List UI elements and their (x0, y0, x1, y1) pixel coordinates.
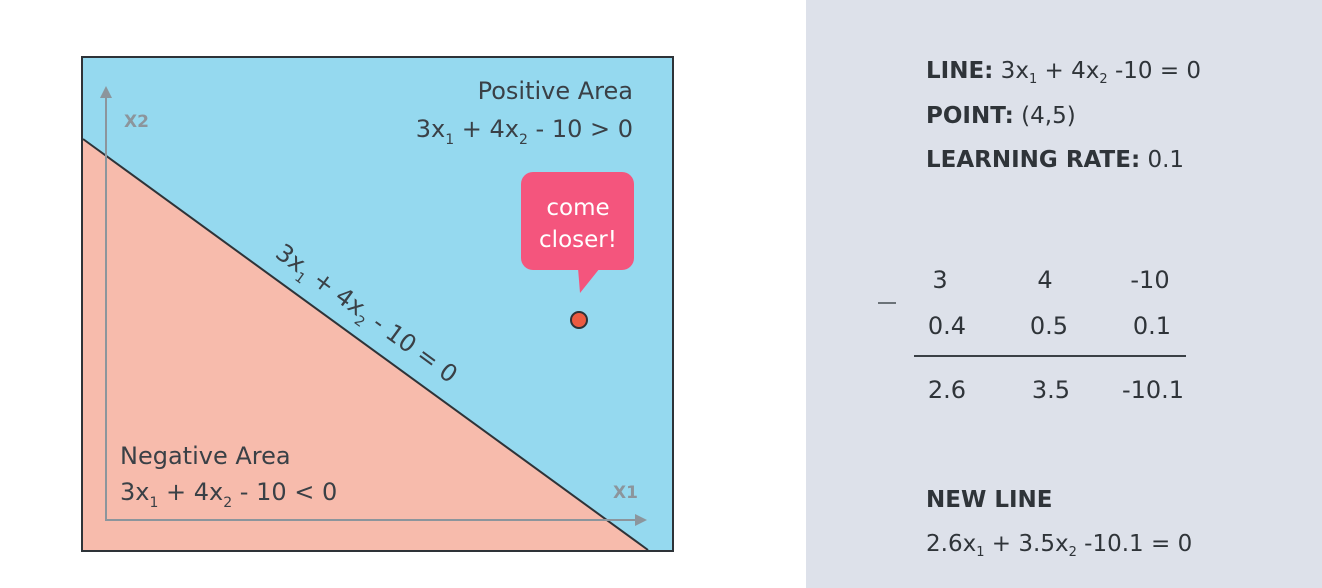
update-cell: 0.4 (927, 312, 967, 340)
speech-bubble-line2: closer! (539, 227, 617, 253)
x2-axis-arrow (100, 86, 112, 98)
update-cell: 0.1 (1132, 312, 1172, 340)
subtraction-rule (914, 355, 1186, 357)
update-cell: 0.5 (1029, 312, 1069, 340)
line-equation: LINE: 3x1 + 4x2 -10 = 0 (926, 58, 1202, 87)
speech-bubble: come closer! (521, 172, 634, 293)
new-line-label: NEW LINE (926, 487, 1053, 513)
weight-cell: -10 (1130, 266, 1170, 294)
boundary-line (82, 138, 649, 551)
x1-axis-arrow (635, 514, 647, 526)
result-cell: -10.1 (1121, 376, 1185, 404)
result-cell: 3.5 (1031, 376, 1071, 404)
result-cell: 2.6 (927, 376, 967, 404)
point-info: POINT: (4,5) (926, 103, 1076, 129)
negative-area-title: Negative Area (120, 442, 291, 470)
point-value: (4,5) (1013, 103, 1076, 129)
side-panel: LINE: 3x1 + 4x2 -10 = 0 POINT: (4,5) LEA… (806, 0, 1322, 588)
line-label: LINE: (926, 58, 994, 84)
x1-axis-label: X1 (613, 483, 638, 503)
negative-area-inequality: 3x1 + 4x2 - 10 < 0 (120, 478, 337, 511)
minus-sign (878, 302, 896, 304)
point-label: POINT: (926, 103, 1014, 129)
learning-rate-info: LEARNING RATE: 0.1 (926, 147, 1184, 173)
learning-rate-label: LEARNING RATE: (926, 147, 1141, 173)
diagram-frame (81, 56, 674, 552)
weight-cell: 4 (1037, 266, 1053, 294)
data-point (570, 311, 588, 329)
positive-area-inequality: 3x1 + 4x2 - 10 > 0 (416, 115, 633, 148)
positive-area-title: Positive Area (478, 77, 633, 105)
speech-bubble-line1: come (546, 195, 609, 221)
new-line-equation: 2.6x1 + 3.5x2 -10.1 = 0 (926, 531, 1193, 560)
x2-axis-label: X2 (124, 112, 149, 132)
perceptron-diagram: X2 X1 Positive Area 3x1 + 4x2 - 10 > 0 N… (81, 56, 674, 552)
weight-cell: 3 (932, 266, 948, 294)
learning-rate-value: 0.1 (1140, 147, 1185, 173)
